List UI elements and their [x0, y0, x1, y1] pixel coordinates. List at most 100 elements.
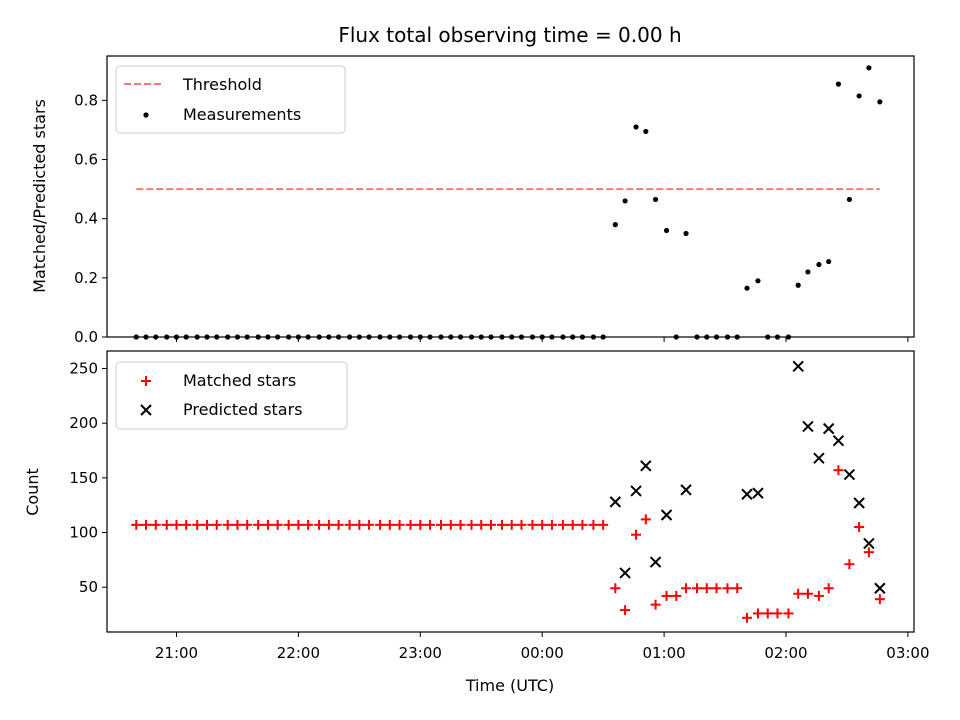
measurement-point	[633, 124, 639, 130]
legend-plus-glyph	[141, 376, 151, 386]
bottom-legend: Matched stars Predicted stars	[115, 361, 348, 430]
predicted-star-point	[843, 468, 856, 481]
top-legend-box	[115, 65, 346, 134]
bottom-panel: Count 50 100 150 200 250 21:00 22:00 23:00 00:00…	[23, 350, 930, 662]
predicted-star-point	[741, 488, 753, 500]
matched-star-point	[394, 519, 405, 530]
matched-star-point	[661, 590, 672, 601]
matched-star-point	[833, 465, 844, 476]
matched-star-point	[537, 519, 548, 530]
matched-star-point	[283, 519, 294, 530]
legend-matched-label: Matched stars	[183, 371, 296, 390]
matched-star-point	[752, 608, 763, 619]
predicted-star-point	[680, 484, 692, 496]
matched-star-point	[192, 519, 203, 530]
legend-measurements-label: Measurements	[183, 105, 301, 124]
top-ytick-label: 0.6	[74, 151, 98, 169]
matched-star-point	[141, 519, 152, 530]
matched-star-point	[161, 519, 172, 530]
matched-star-point	[650, 599, 661, 610]
matched-star-point	[344, 519, 355, 530]
matched-star-point	[181, 519, 192, 530]
matched-star-point	[722, 583, 733, 594]
xtick-label: 03:00	[886, 644, 929, 662]
matched-star-point	[844, 559, 855, 570]
bottom-ytick-label: 50	[79, 578, 98, 596]
matched-star-point	[253, 519, 264, 530]
top-panel: Matched/Predicted stars 0.00.20.40.60.8 …	[30, 55, 915, 346]
matched-star-point	[323, 519, 334, 530]
predicted-star-point	[832, 434, 845, 447]
predicted-star-point	[874, 582, 886, 594]
xtick-label: 00:00	[521, 644, 564, 662]
legend-matched-marker	[141, 376, 151, 386]
predicted-star-point	[630, 485, 642, 497]
matched-star-point	[455, 519, 466, 530]
measurement-point	[835, 81, 842, 87]
matched-star-point	[262, 519, 273, 530]
predicted-star-point	[619, 567, 631, 579]
legend-predicted-marker	[140, 404, 152, 416]
legend-threshold-label: Threshold	[182, 75, 262, 94]
matched-star-point	[405, 519, 416, 530]
measurement-point	[826, 258, 832, 265]
matched-star-point	[567, 519, 578, 530]
matched-star-point	[793, 588, 804, 599]
predicted-star-point	[660, 509, 673, 521]
top-ylabel: Matched/Predicted stars	[30, 99, 49, 293]
matched-star-point	[425, 519, 436, 530]
predicted-star-point	[853, 497, 865, 509]
xtick-label: 21:00	[155, 644, 198, 662]
matched-star-point	[333, 519, 344, 530]
measurement-point	[816, 261, 822, 268]
predicted-star-point	[863, 537, 875, 550]
matched-star-point	[671, 590, 682, 601]
top-ytick-label: 0.4	[74, 210, 98, 228]
matched-star-point	[610, 583, 621, 594]
matched-star-point	[496, 519, 507, 530]
measurement-point	[683, 230, 689, 237]
matched-star-point	[364, 519, 375, 530]
matched-star-point	[692, 583, 703, 594]
matched-star-point	[874, 594, 885, 605]
matched-star-point	[711, 583, 722, 594]
measurement-point	[805, 269, 811, 275]
measurement-point	[663, 227, 670, 234]
xtick-label: 22:00	[277, 644, 320, 662]
xtick-label: 23:00	[399, 644, 442, 662]
measurement-point	[643, 128, 649, 135]
measurement-point	[877, 99, 883, 105]
matched-star-point	[701, 583, 712, 594]
matched-star-point	[631, 529, 642, 540]
matched-star-point	[150, 519, 161, 530]
matched-star-point	[384, 519, 395, 530]
matched-star-point	[354, 519, 365, 530]
matched-star-point	[232, 519, 243, 530]
matched-star-point	[485, 519, 496, 530]
measurement-point	[652, 196, 659, 203]
matched-star-point	[681, 583, 692, 594]
predicted-star-point	[609, 496, 622, 508]
matched-star-point	[272, 519, 283, 530]
matched-star-point	[783, 608, 794, 619]
measurement-point	[744, 285, 750, 291]
matched-star-point	[466, 519, 477, 530]
measurement-point	[795, 282, 801, 288]
bottom-ytick-label: 250	[69, 359, 98, 377]
predicted-star-point	[752, 487, 764, 499]
matched-star-point	[201, 519, 212, 530]
matched-star-point	[476, 519, 487, 530]
bottom-ytick-label: 100	[69, 524, 98, 542]
bottom-ylabel: Count	[23, 468, 42, 516]
matched-star-point	[436, 519, 447, 530]
matched-star-point	[557, 519, 568, 530]
measurement-point	[622, 198, 628, 204]
xtick-label: 02:00	[764, 644, 807, 662]
xtick-label: 01:00	[642, 644, 685, 662]
matched-star-point	[293, 519, 304, 530]
matched-star-point	[375, 519, 386, 530]
matched-star-point	[640, 514, 651, 525]
matched-star-point	[242, 519, 253, 530]
matched-star-point	[732, 583, 743, 594]
